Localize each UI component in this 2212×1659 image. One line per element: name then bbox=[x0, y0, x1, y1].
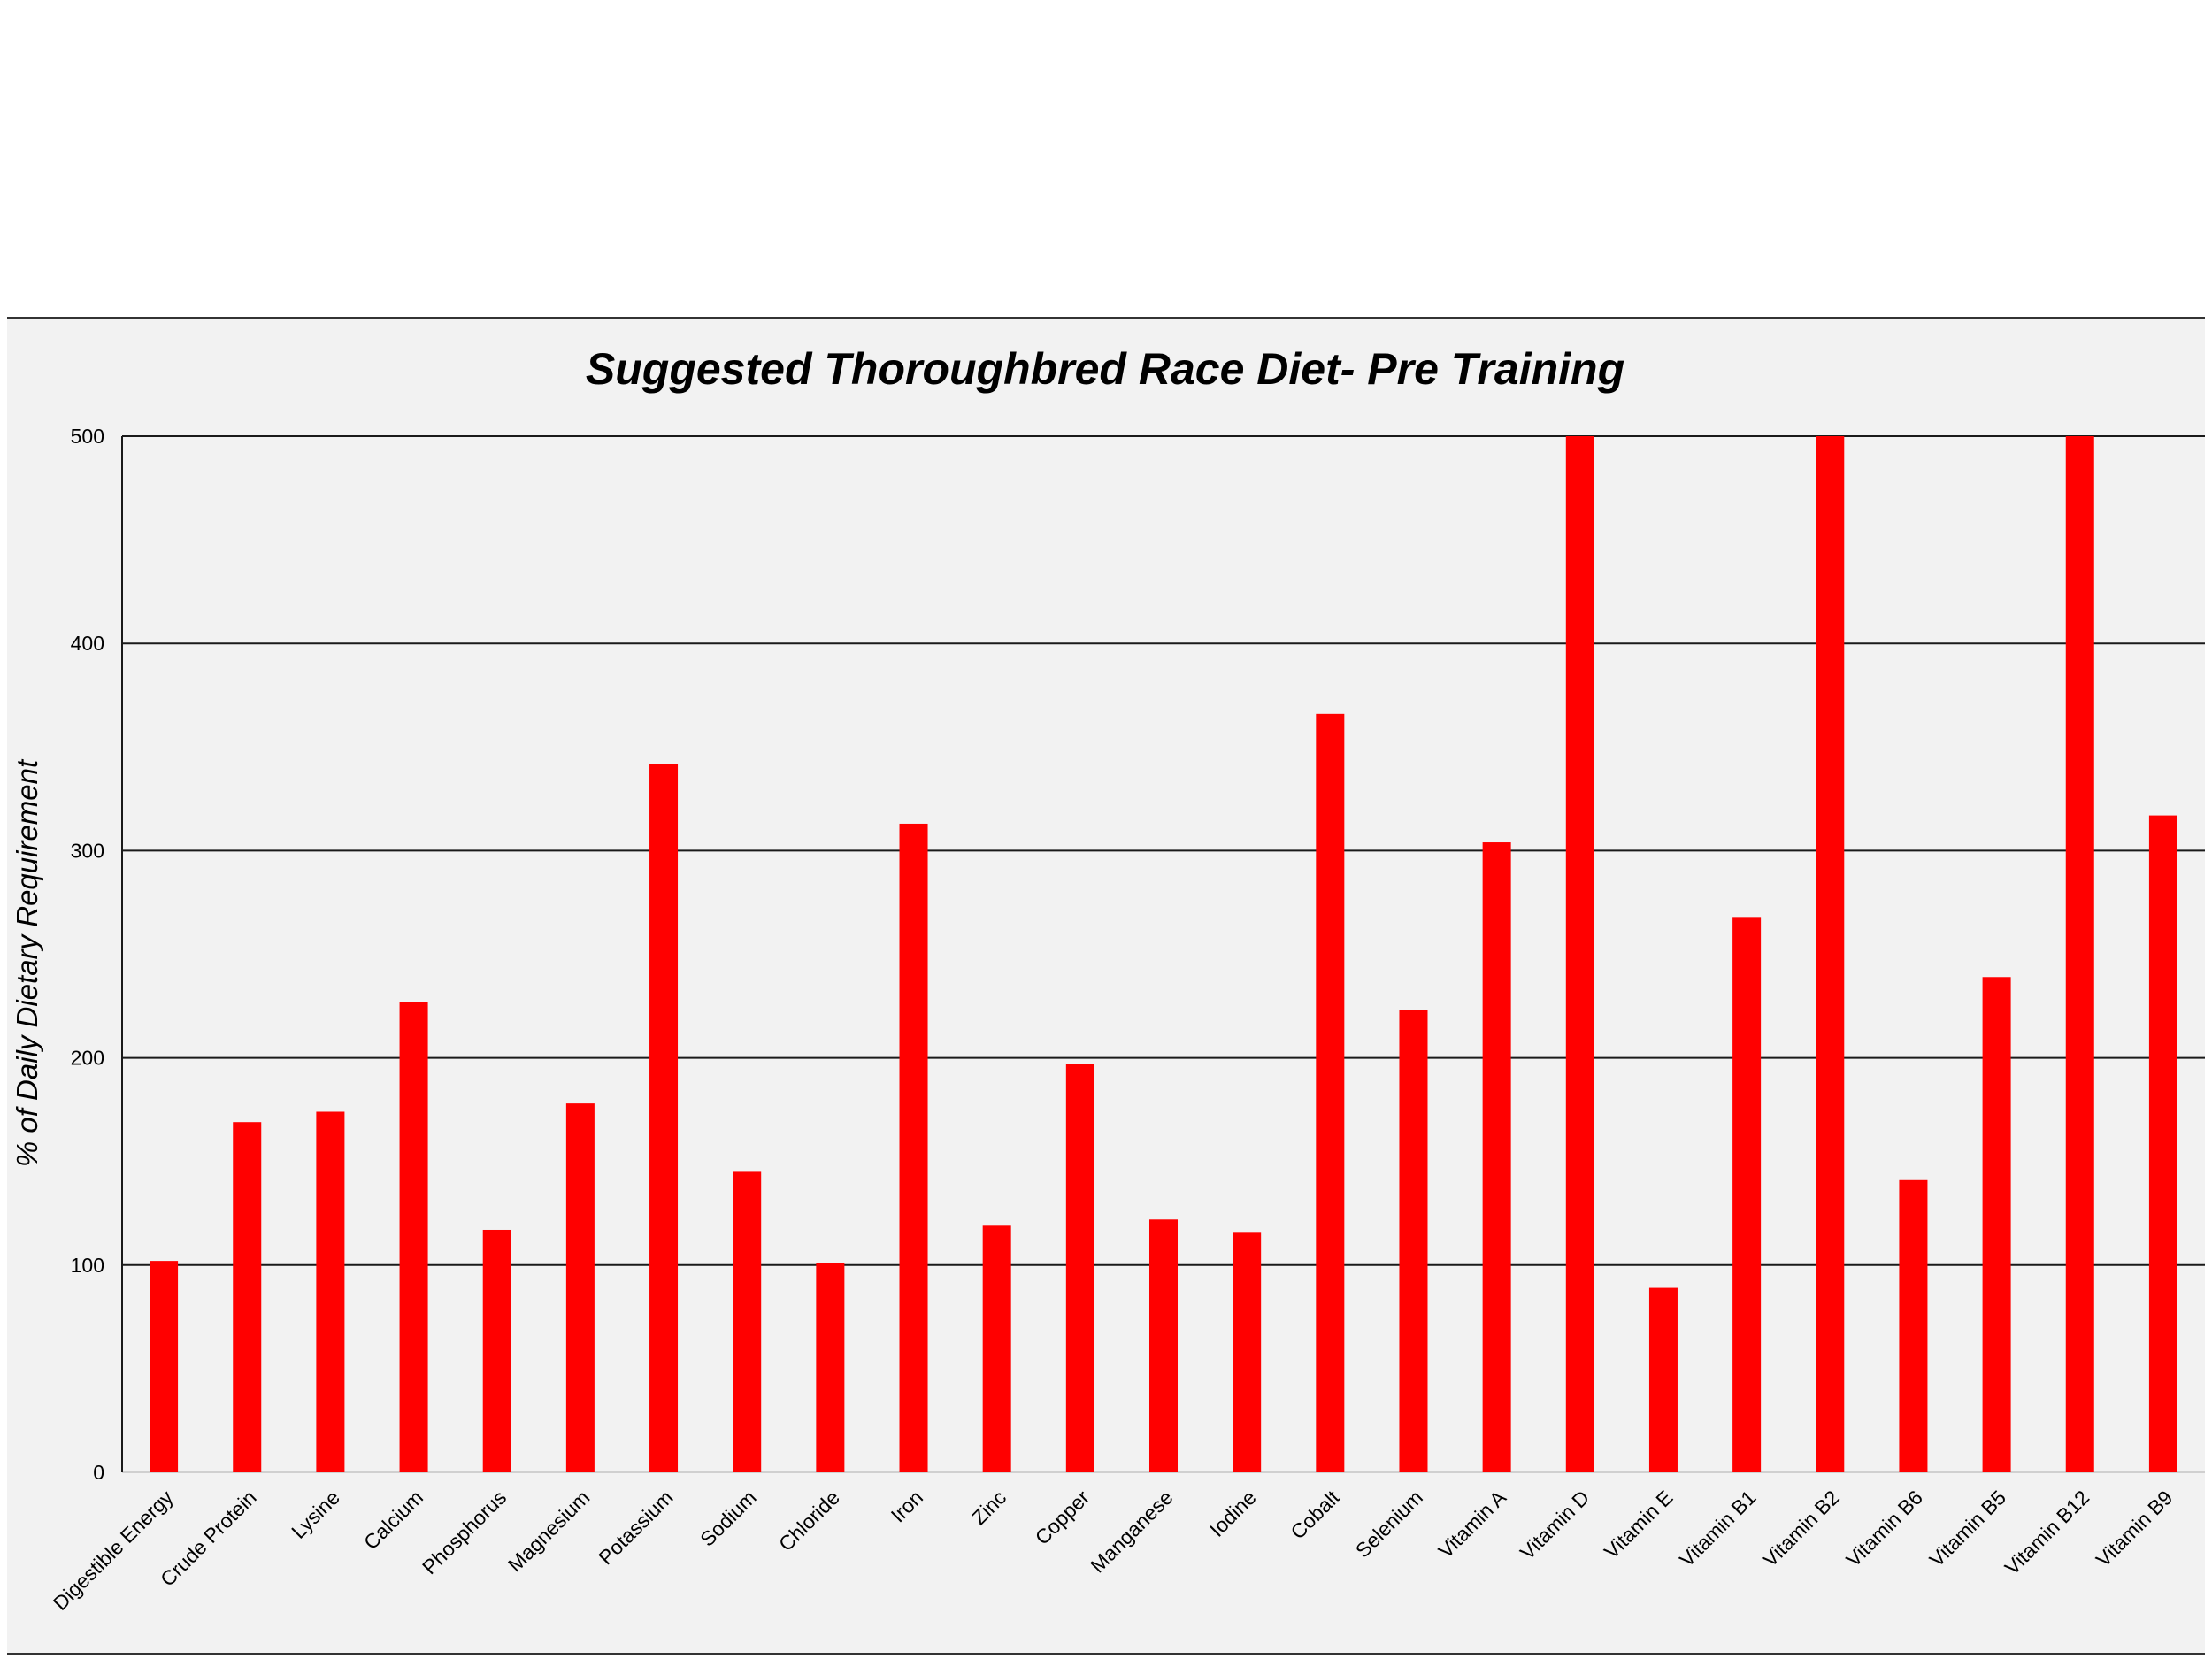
bar bbox=[649, 764, 679, 1472]
bar bbox=[982, 1225, 1011, 1472]
x-category-label: Cobalt bbox=[1286, 1486, 1344, 1544]
x-category-label: Manganese bbox=[1086, 1486, 1177, 1577]
x-category-label: Vitamin B6 bbox=[1841, 1486, 1927, 1571]
bar bbox=[1233, 1232, 1262, 1472]
x-category-label: Vitamin B9 bbox=[2092, 1486, 2177, 1571]
bar bbox=[1982, 977, 2011, 1472]
x-category-label: Potassium bbox=[594, 1486, 677, 1569]
bar-chart: Suggested Thoroughbred Race Diet- Pre Tr… bbox=[11, 344, 2205, 1615]
bar bbox=[482, 1229, 511, 1472]
x-category-label: Vitamin E bbox=[1600, 1486, 1678, 1563]
bar bbox=[150, 1261, 179, 1472]
chart-title: Suggested Thoroughbred Race Diet- Pre Tr… bbox=[586, 344, 1624, 394]
x-category-label: Digestible Energy bbox=[49, 1486, 178, 1615]
bar bbox=[399, 1002, 428, 1472]
bar bbox=[1816, 436, 1845, 1472]
x-category-label: Magnesium bbox=[503, 1486, 594, 1576]
bar bbox=[1732, 917, 1762, 1472]
x-category-label: Selenium bbox=[1351, 1486, 1427, 1562]
x-category-label: Lysine bbox=[287, 1486, 344, 1543]
bar bbox=[733, 1171, 762, 1472]
y-tick-label: 400 bbox=[71, 632, 104, 655]
x-category-label: Vitamin B12 bbox=[2001, 1486, 2094, 1579]
x-category-label: Copper bbox=[1031, 1486, 1094, 1549]
x-category-label: Vitamin B2 bbox=[1758, 1486, 1844, 1571]
bar bbox=[1482, 842, 1511, 1472]
x-category-label: Vitamin B1 bbox=[1675, 1486, 1761, 1571]
chart-panel: Suggested Thoroughbred Race Diet- Pre Tr… bbox=[7, 317, 2205, 1655]
x-category-label: Chloride bbox=[774, 1486, 844, 1555]
y-tick-label: 0 bbox=[93, 1461, 104, 1484]
y-tick-label: 100 bbox=[71, 1254, 104, 1277]
bar bbox=[1899, 1179, 1928, 1472]
bar bbox=[2148, 815, 2177, 1472]
x-category-label: Phosphorus bbox=[418, 1486, 511, 1578]
bar bbox=[1399, 1010, 1428, 1472]
bar bbox=[1648, 1287, 1678, 1472]
x-category-label: Vitamin B5 bbox=[1924, 1486, 2010, 1571]
y-axis-title: % of Daily Dietary Requirement bbox=[11, 758, 43, 1167]
bar bbox=[316, 1111, 345, 1472]
bar bbox=[233, 1122, 262, 1472]
y-tick-label: 200 bbox=[71, 1047, 104, 1070]
x-category-label: Iodine bbox=[1205, 1486, 1261, 1541]
x-category-label: Zinc bbox=[967, 1486, 1010, 1529]
y-tick-label: 300 bbox=[71, 839, 104, 862]
bar bbox=[899, 823, 928, 1472]
y-tick-label: 500 bbox=[71, 425, 104, 448]
x-category-label: Vitamin A bbox=[1433, 1486, 1510, 1563]
x-category-label: Iron bbox=[887, 1486, 927, 1526]
x-category-label: Sodium bbox=[695, 1486, 761, 1551]
bars bbox=[150, 436, 2177, 1472]
bar bbox=[816, 1263, 845, 1472]
bar bbox=[1148, 1219, 1179, 1472]
bar bbox=[2065, 436, 2094, 1472]
y-axis-ticks: 0 100 200 300 400 500 bbox=[71, 425, 104, 1484]
bar bbox=[1565, 436, 1594, 1472]
bar bbox=[1065, 1064, 1094, 1472]
gridlines bbox=[121, 435, 2205, 1473]
x-category-label: Calcium bbox=[359, 1486, 427, 1554]
bar bbox=[565, 1103, 595, 1472]
bar bbox=[1316, 713, 1345, 1472]
x-category-label: Vitamin D bbox=[1516, 1486, 1594, 1564]
